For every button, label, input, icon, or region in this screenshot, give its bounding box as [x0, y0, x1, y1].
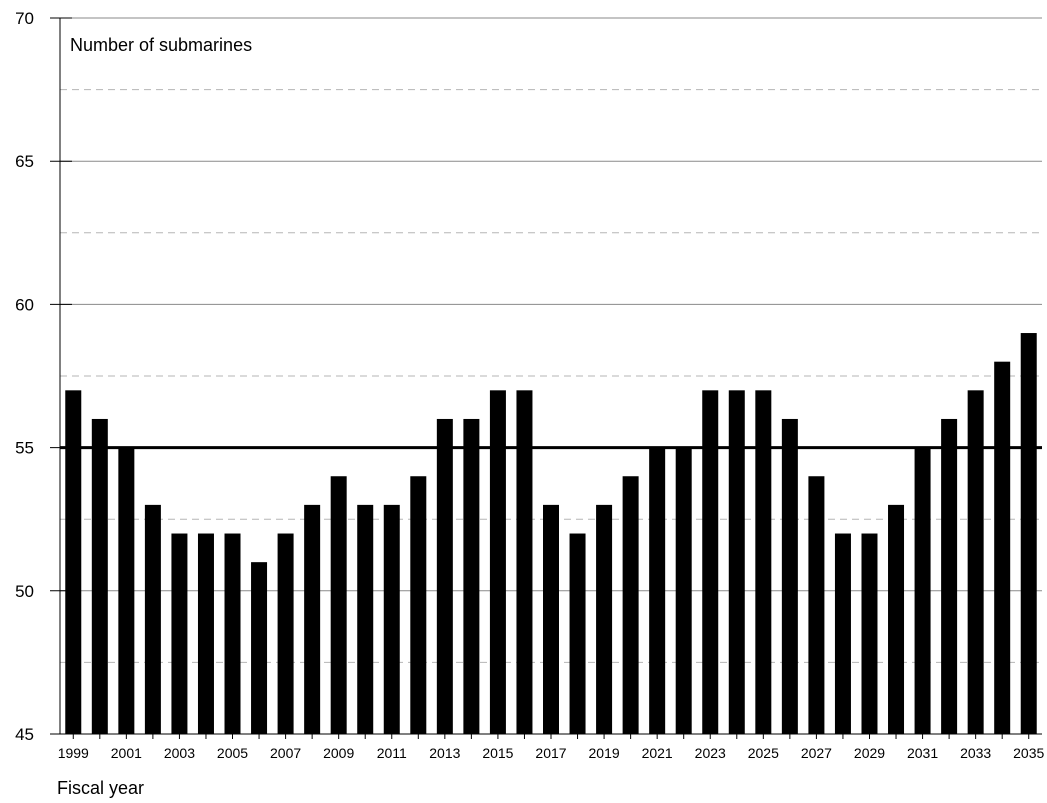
- bar: [834, 533, 851, 734]
- x-tick-label: 2003: [164, 745, 195, 761]
- bar: [463, 418, 480, 734]
- x-tick-label: 2019: [589, 745, 620, 761]
- x-tick-label: 2033: [960, 745, 991, 761]
- x-tick-label: 2027: [801, 745, 832, 761]
- bar: [410, 476, 427, 734]
- bar: [144, 504, 161, 734]
- bar: [91, 418, 108, 734]
- bar: [171, 533, 188, 734]
- bar: [118, 447, 135, 734]
- bar: [65, 390, 82, 734]
- bar: [357, 504, 374, 734]
- x-tick-label: 2013: [429, 745, 460, 761]
- y-tick-label: 65: [15, 152, 34, 171]
- x-tick-label: 2001: [111, 745, 142, 761]
- x-tick-label: 2029: [854, 745, 885, 761]
- bar: [383, 504, 400, 734]
- y-tick-label: 50: [15, 582, 34, 601]
- y-tick-label: 70: [15, 9, 34, 28]
- bar: [649, 447, 666, 734]
- bar: [197, 533, 214, 734]
- bar: [516, 390, 533, 734]
- bars: [65, 333, 1037, 734]
- bar: [728, 390, 745, 734]
- x-tick-label: 2007: [270, 745, 301, 761]
- bar: [1020, 333, 1037, 734]
- x-tick-label: 2011: [377, 745, 407, 761]
- bar: [861, 533, 878, 734]
- bar: [277, 533, 294, 734]
- bar: [967, 390, 984, 734]
- bar: [755, 390, 772, 734]
- bar: [675, 447, 692, 734]
- bar: [543, 504, 559, 734]
- bar: [224, 533, 241, 734]
- y-axis-title: Number of submarines: [70, 35, 252, 55]
- bar: [781, 418, 798, 734]
- x-tick-label: 2035: [1013, 745, 1044, 761]
- bar: [702, 390, 719, 734]
- x-tick-label: 2009: [323, 745, 354, 761]
- x-tick-label: 1999: [58, 745, 89, 761]
- bar: [941, 418, 958, 734]
- x-axis-ticks: 1999 2001 2003 2005 2007 2009 2011 2013 2015 2017…: [58, 734, 1045, 761]
- bar: [888, 504, 905, 734]
- bar: [994, 361, 1011, 734]
- x-tick-label: 2021: [642, 745, 673, 761]
- x-tick-label: 2031: [907, 745, 938, 761]
- bar: [596, 504, 613, 734]
- x-tick-label: 2005: [217, 745, 248, 761]
- bar: [436, 418, 453, 734]
- x-tick-label: 2017: [535, 745, 566, 761]
- bar: [622, 476, 639, 734]
- y-tick-label: 45: [15, 725, 34, 744]
- x-tick-label: 2023: [695, 745, 726, 761]
- bar: [808, 476, 825, 734]
- x-tick-label: 2025: [748, 745, 779, 761]
- bar: [330, 476, 347, 734]
- bar: [914, 447, 931, 734]
- y-tick-label: 55: [15, 439, 34, 458]
- y-tick-label: 60: [15, 295, 34, 314]
- bar: [304, 504, 321, 734]
- bar: [251, 562, 268, 734]
- bar: [489, 390, 506, 734]
- bar: [569, 533, 586, 734]
- x-tick-label: 2015: [482, 745, 513, 761]
- x-axis-title: Fiscal year: [57, 778, 144, 798]
